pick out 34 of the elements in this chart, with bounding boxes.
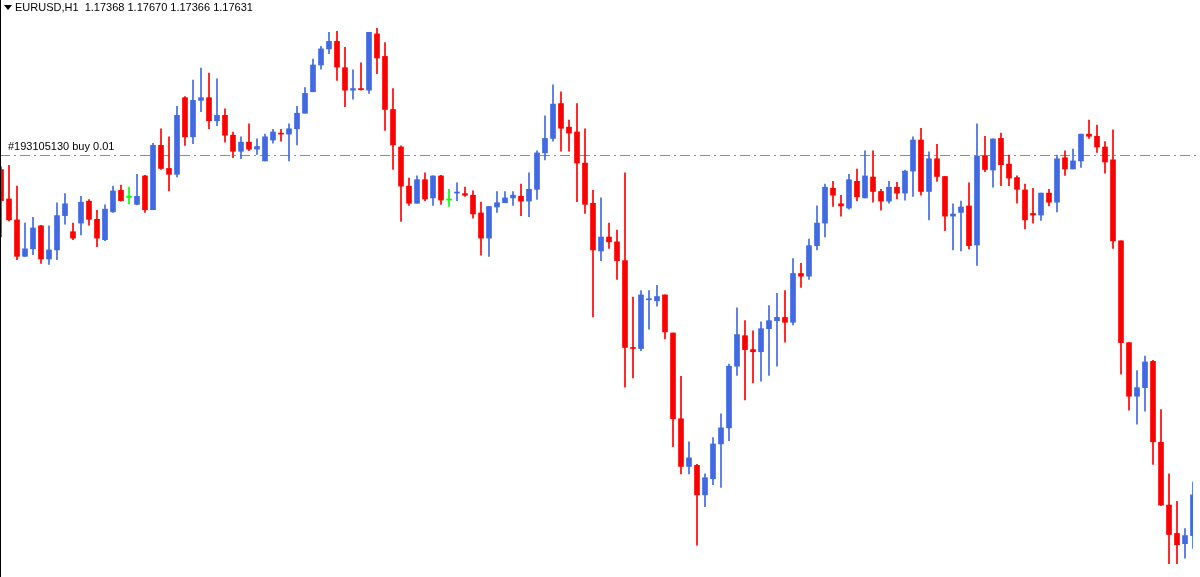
candlestick	[198, 67, 204, 112]
candlestick	[1134, 370, 1140, 425]
candlestick	[782, 290, 788, 343]
candlestick	[718, 413, 724, 488]
candlestick	[494, 191, 500, 213]
candlestick	[566, 119, 572, 152]
candlestick	[510, 191, 516, 206]
candlestick	[350, 69, 356, 100]
candlestick	[286, 123, 292, 162]
candlestick	[654, 284, 660, 307]
candlestick	[798, 262, 804, 288]
candlestick	[358, 62, 364, 91]
candlestick	[1174, 500, 1180, 564]
candlestick	[598, 197, 604, 261]
candlestick	[166, 136, 172, 192]
candlestick	[958, 200, 964, 252]
candlestick	[742, 320, 748, 401]
candlestick	[1030, 187, 1036, 224]
candlestick	[518, 183, 524, 216]
candlestick	[22, 222, 28, 257]
candlestick	[838, 194, 844, 217]
chart-title: EURUSD,H1 1.17368 1.17670 1.17366 1.17631	[15, 1, 253, 13]
candlestick	[774, 292, 780, 367]
candlestick	[214, 78, 220, 126]
candlestick	[750, 330, 756, 384]
candlestick	[606, 222, 612, 249]
ref-line-label: #193105130 buy 0.01	[8, 140, 115, 153]
candlestick	[126, 186, 132, 205]
candlestick	[254, 138, 260, 155]
candlestick	[46, 225, 52, 265]
candlestick	[1086, 119, 1092, 139]
candlestick	[766, 305, 772, 376]
candlestick	[646, 290, 652, 330]
candlestick	[630, 296, 636, 379]
